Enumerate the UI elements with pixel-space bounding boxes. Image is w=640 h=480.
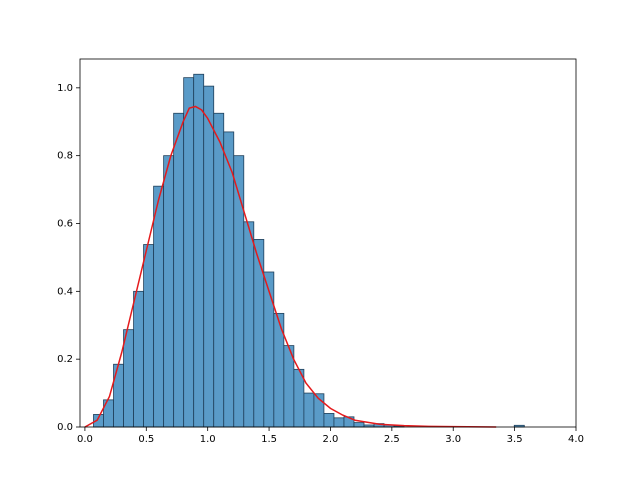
bar xyxy=(163,155,175,428)
bar xyxy=(193,73,205,428)
x-tick-label: 1.5 xyxy=(261,434,277,445)
bar xyxy=(293,368,305,428)
x-tick-label: 0.0 xyxy=(77,434,93,445)
bar xyxy=(303,392,315,428)
x-tick-label: 3.5 xyxy=(507,434,523,445)
plot-frame xyxy=(79,58,577,428)
x-tick-label: 2.5 xyxy=(384,434,400,445)
bar xyxy=(133,290,144,428)
x-tick-label: 4.0 xyxy=(568,434,584,445)
x-tick-label: 0.5 xyxy=(138,434,154,445)
bar xyxy=(223,131,235,428)
y-tick-label: 0.6 xyxy=(57,218,73,229)
bar xyxy=(353,422,365,428)
bar xyxy=(253,239,265,428)
y-tick-label: 0.2 xyxy=(57,354,73,365)
bar xyxy=(333,417,345,428)
y-tick-label: 0.0 xyxy=(57,422,73,433)
bar xyxy=(263,271,275,428)
density-line xyxy=(84,105,497,428)
bar xyxy=(323,413,335,428)
y-tick-label: 1.0 xyxy=(57,83,73,94)
bar xyxy=(243,221,255,428)
bar xyxy=(143,244,155,428)
bar xyxy=(213,112,225,428)
x-tick-label: 1.0 xyxy=(200,434,216,445)
x-tick-label: 2.0 xyxy=(323,434,339,445)
x-tick-label: 3.0 xyxy=(445,434,461,445)
y-tick-label: 0.4 xyxy=(57,286,73,297)
bar xyxy=(153,185,165,428)
bar xyxy=(183,77,195,428)
bar xyxy=(173,112,185,428)
bar xyxy=(123,329,134,428)
y-tick-label: 0.8 xyxy=(57,151,73,162)
bar xyxy=(203,85,215,428)
